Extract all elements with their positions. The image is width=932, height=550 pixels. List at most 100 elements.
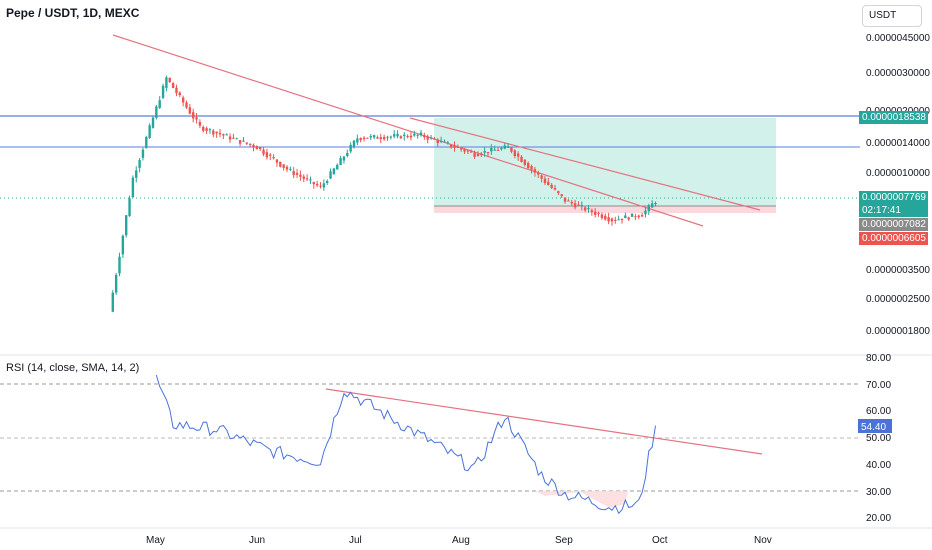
candle-body xyxy=(413,133,416,136)
candle-body xyxy=(543,178,547,184)
candle-body xyxy=(389,136,393,138)
candle-body xyxy=(195,117,198,120)
candle-body xyxy=(403,134,406,137)
candle-body xyxy=(429,137,433,139)
candle-body xyxy=(208,129,212,131)
currency-button[interactable]: USDT xyxy=(862,5,922,27)
candle-body xyxy=(570,201,573,204)
candle-body xyxy=(590,210,594,213)
candle-body xyxy=(483,151,486,153)
candle-body xyxy=(235,138,238,140)
candle-body xyxy=(165,77,168,88)
time-axis[interactable]: May Jun Jul Aug Sep Oct Nov xyxy=(146,535,772,546)
candle-body xyxy=(630,213,634,217)
price-axis[interactable]: 0.0000045000 0.0000030000 0.0000020000 0… xyxy=(866,33,930,337)
candle-body xyxy=(624,215,627,219)
symbol-title[interactable]: Pepe / USDT, 1D, MEXC xyxy=(6,6,140,20)
candle-body xyxy=(322,183,326,188)
candle-body xyxy=(453,145,456,148)
candle-body xyxy=(158,100,161,108)
candle-body xyxy=(151,117,155,128)
candle-body xyxy=(171,82,175,88)
price-tick: 0.0000001800 xyxy=(866,326,930,337)
price-tick: 0.0000002500 xyxy=(866,294,930,305)
candle-body xyxy=(315,183,319,186)
price-tick: 0.0000030000 xyxy=(866,68,930,79)
candle-body xyxy=(604,215,607,220)
profit-zone[interactable] xyxy=(434,118,776,206)
candle-body xyxy=(121,235,125,255)
candle-body xyxy=(299,174,302,177)
candle-body xyxy=(393,134,396,137)
candle-body xyxy=(399,136,403,139)
candle-body xyxy=(553,187,557,190)
candle-body xyxy=(496,149,500,151)
candle-body xyxy=(560,194,563,197)
price-trendline-1[interactable] xyxy=(112,34,704,227)
candle-body xyxy=(292,171,295,175)
candle-body xyxy=(650,203,654,208)
rsi-line xyxy=(155,374,656,515)
candle-body xyxy=(510,147,513,152)
candle-body xyxy=(594,211,597,215)
candle-body xyxy=(272,157,275,159)
price-tick: 0.0000045000 xyxy=(866,33,930,44)
candle-body xyxy=(587,208,590,210)
candle-body xyxy=(225,134,228,136)
candle-body xyxy=(222,134,225,136)
candle-body xyxy=(372,135,376,138)
candle-body xyxy=(523,159,527,165)
candle-body xyxy=(111,292,114,312)
rsi-tick: 30.00 xyxy=(866,487,891,498)
candle-body xyxy=(597,213,600,215)
candle-body xyxy=(289,168,292,170)
candle-body xyxy=(470,151,473,153)
month-label: Aug xyxy=(452,535,470,546)
rsi-trendline[interactable] xyxy=(325,388,763,455)
candle-body xyxy=(419,132,423,136)
candle-body xyxy=(305,178,309,180)
candle-body xyxy=(138,160,141,168)
loss-zone[interactable] xyxy=(434,206,776,213)
month-label: Nov xyxy=(754,535,772,546)
candle-body xyxy=(302,176,305,179)
candle-body xyxy=(480,153,483,155)
candle-body xyxy=(212,130,215,135)
candle-body xyxy=(356,138,359,143)
candle-body xyxy=(600,214,604,219)
rsi-indicator-title[interactable]: RSI (14, close, SMA, 14, 2) xyxy=(6,362,140,374)
candle-body xyxy=(114,274,118,293)
candle-body xyxy=(218,132,222,135)
candle-body xyxy=(279,161,282,167)
candle-body xyxy=(148,125,151,138)
candle-body xyxy=(503,145,506,149)
candle-body xyxy=(332,168,336,175)
candle-body xyxy=(423,135,426,138)
candle-body xyxy=(362,137,366,140)
price-trendline-2[interactable] xyxy=(409,117,761,211)
candle-body xyxy=(627,217,630,220)
candle-body xyxy=(516,153,520,157)
candle-body xyxy=(443,141,446,143)
candle-body xyxy=(285,166,289,170)
rsi-tick: 20.00 xyxy=(866,513,891,524)
candle-body xyxy=(506,146,510,148)
candle-body xyxy=(339,158,342,166)
stop-price-tag: 0.0000006605 xyxy=(859,232,928,245)
candle-body xyxy=(242,140,245,142)
rsi-axis[interactable]: 80.00 70.00 60.00 50.00 40.00 30.00 20.0… xyxy=(866,353,891,524)
candle-body xyxy=(634,216,637,218)
candle-body xyxy=(259,147,262,150)
candle-body xyxy=(382,136,386,140)
candle-body xyxy=(215,131,218,134)
candle-body xyxy=(319,185,322,187)
candle-body xyxy=(550,184,553,189)
candle-body xyxy=(396,133,399,137)
candle-body xyxy=(369,136,372,138)
candle-body xyxy=(168,77,171,82)
candle-body xyxy=(577,204,580,206)
candle-body xyxy=(573,203,577,208)
candle-body xyxy=(366,137,369,139)
month-label: Jun xyxy=(249,535,265,546)
